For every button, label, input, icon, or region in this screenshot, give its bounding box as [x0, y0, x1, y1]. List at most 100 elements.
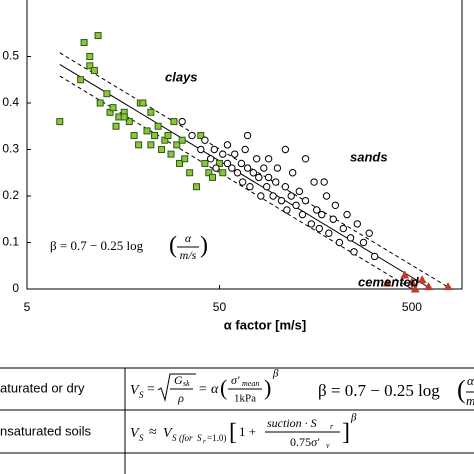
sand-point: [212, 164, 220, 172]
clay-point: [201, 159, 209, 167]
clay-point: [170, 118, 178, 126]
sand-point: [241, 145, 249, 154]
sqrt-sign: [157, 373, 196, 402]
sand-point: [228, 164, 236, 172]
sand-point: [233, 169, 242, 177]
eq-token: ≈: [149, 425, 157, 440]
eq-token: β = 0.7 − 0.25 log: [318, 381, 440, 400]
clay-point: [56, 118, 64, 126]
sand-point: [257, 192, 265, 200]
cemented-point: [410, 284, 420, 293]
sand-point: [277, 196, 286, 205]
clay-point: [90, 66, 98, 74]
sand-point: [238, 178, 247, 186]
sand-point: [249, 169, 258, 177]
clay-point: [173, 141, 181, 149]
clay-point: [181, 155, 189, 163]
cemented-point: [443, 282, 453, 291]
sand-point: [206, 155, 215, 163]
sand-point: [281, 145, 290, 154]
eq-token: 0.75σ′: [290, 435, 320, 449]
x-axis-label: α factor [m/s]: [224, 317, 306, 332]
series-label: clays: [165, 69, 198, 84]
eq-token: (: [220, 375, 227, 400]
clay-point: [205, 169, 213, 177]
clay-point: [164, 132, 172, 140]
sand-point: [263, 183, 271, 191]
clay-point: [147, 108, 155, 116]
sand-point: [301, 196, 310, 205]
sand-point: [331, 201, 340, 210]
clay-point: [120, 113, 128, 121]
fit-line: [59, 52, 452, 290]
eq-token: α: [467, 373, 474, 388]
formula: α: [185, 231, 192, 245]
eq-token: =: [147, 382, 155, 397]
eq-token: (for: [179, 433, 193, 443]
formula: β = 0.7 − 0.25 log: [50, 238, 144, 253]
cemented-point: [382, 278, 392, 287]
eq-token: =1.0): [207, 433, 226, 443]
eq-token: (: [457, 375, 466, 404]
eq-token: 1 +: [239, 424, 256, 439]
sand-point: [231, 150, 239, 158]
fit-line: [59, 75, 413, 290]
sand-point: [237, 159, 246, 168]
eq-token: suction · S: [267, 416, 317, 430]
clay-point: [135, 141, 143, 149]
eq-token: [: [229, 420, 237, 446]
sand-point: [210, 145, 218, 154]
sand-point: [223, 159, 232, 168]
eq-token: v: [326, 441, 330, 450]
y-tick-label: 0: [12, 281, 19, 295]
x-tick-label: 5: [24, 300, 31, 314]
y-tick-label: 0.5: [2, 49, 19, 63]
eq-token: V: [163, 426, 173, 441]
eq-token: sk: [183, 379, 190, 388]
clay-point: [86, 53, 94, 60]
sand-point: [281, 183, 290, 191]
eq-token: β: [272, 368, 279, 380]
table: [0, 367, 474, 474]
x-tick-label: 500: [402, 300, 422, 314]
sand-point: [350, 248, 358, 256]
sand-point: [292, 201, 300, 210]
sand-point: [346, 234, 355, 242]
cemented-point: [407, 277, 417, 286]
sand-point: [353, 220, 361, 228]
clay-point: [125, 118, 133, 126]
clay-point: [130, 132, 138, 140]
y-tick-label: 0.1: [2, 235, 19, 249]
clay-point: [112, 122, 120, 130]
sand-point: [365, 229, 373, 237]
formula: ): [200, 233, 208, 259]
y-tick-label: 0.3: [2, 142, 19, 156]
sand-point: [260, 164, 268, 172]
clay-point: [147, 141, 155, 149]
eq-token: ): [264, 375, 271, 400]
x-tick-label: 50: [213, 300, 227, 314]
sand-point: [315, 224, 323, 233]
clay-point: [215, 159, 223, 167]
sand-point: [359, 238, 368, 247]
sand-point: [318, 210, 326, 219]
sand-point: [283, 206, 291, 214]
eq-token: m/: [466, 393, 474, 408]
eq-token: r: [203, 438, 206, 446]
sand-point: [252, 155, 261, 163]
sand-point: [219, 150, 227, 158]
sand-point: [288, 169, 297, 177]
eq-token: ρ: [177, 391, 184, 405]
clay-point: [197, 132, 205, 140]
sand-point: [312, 206, 321, 214]
series-label: sands: [350, 149, 388, 164]
plot-frame: [26, 0, 463, 290]
y-tick-label: 0.2: [2, 188, 19, 202]
sand-point: [264, 173, 273, 182]
eq-token: r: [330, 422, 334, 431]
eq-token: S: [139, 433, 144, 443]
clay-point: [86, 62, 94, 70]
eq-token: S: [172, 433, 177, 443]
sand-point: [243, 131, 252, 140]
